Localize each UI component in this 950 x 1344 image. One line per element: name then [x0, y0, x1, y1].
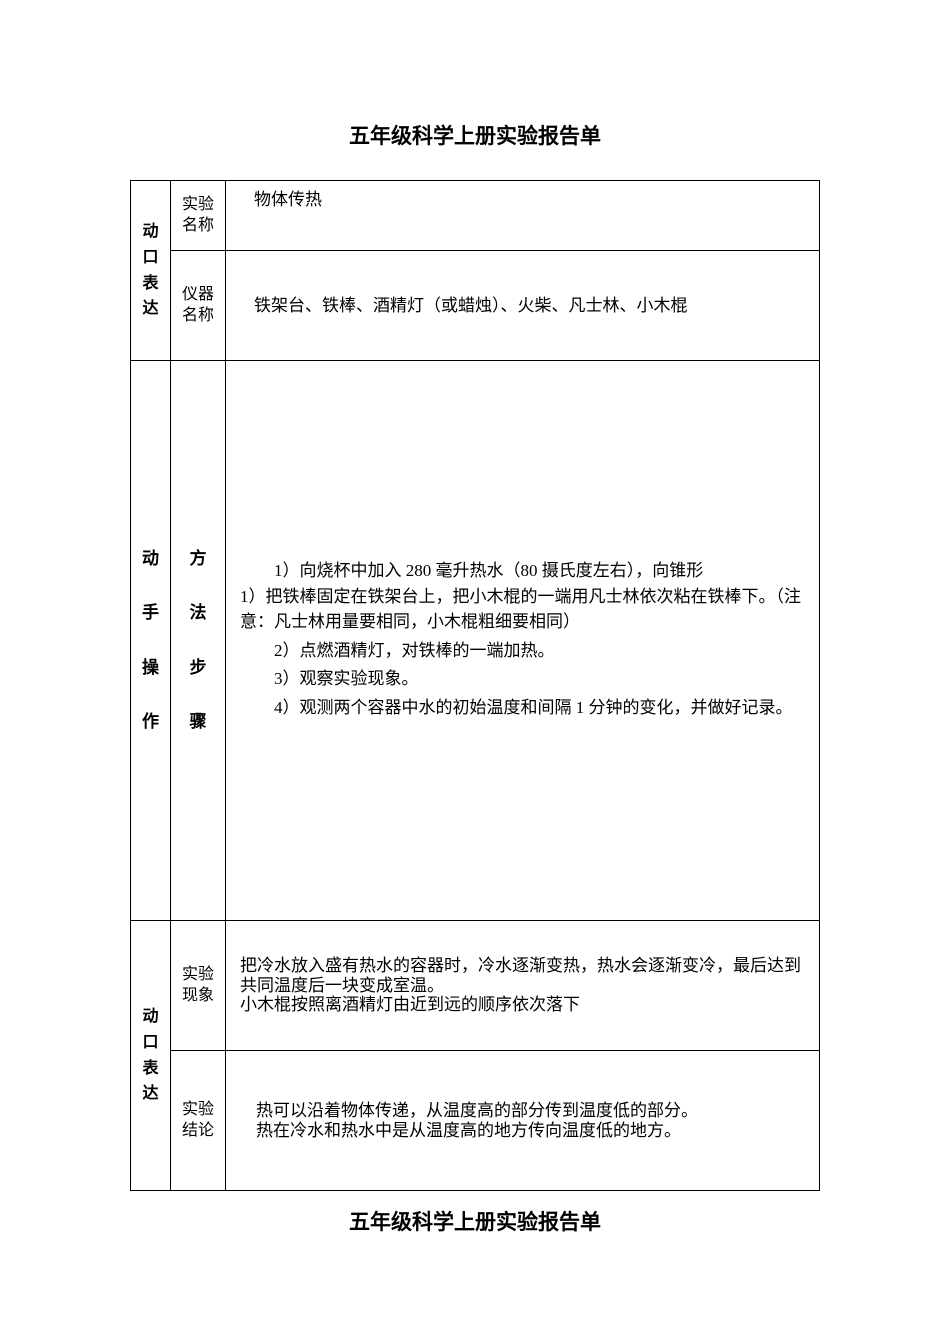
table-row: 实验结论 热可以沿着物体传递，从温度高的部分传到温度低的部分。热在冷水和热水中是…	[131, 1051, 820, 1191]
hands-on-label: 动手操作	[131, 361, 171, 921]
conclusion-value: 热可以沿着物体传递，从温度高的部分传到温度低的部分。热在冷水和热水中是从温度高的…	[226, 1051, 820, 1191]
equipment-label: 仪器名称	[171, 251, 226, 361]
table-row: 动口表达 实验现象 把冷水放入盛有热水的容器时，冷水逐渐变热，热水会逐渐变冷，最…	[131, 921, 820, 1051]
phenomenon-label: 实验现象	[171, 921, 226, 1051]
step-line: 3）观察实验现象。	[240, 666, 809, 692]
table-row: 动手操作 方法步骤 1）向烧杯中加入 280 毫升热水（80 摄氏度左右），向锥…	[131, 361, 820, 921]
exp-name-value: 物体传热	[226, 181, 820, 251]
table-row: 动口表达 实验名称 物体传热	[131, 181, 820, 251]
step-line: 2）点燃酒精灯，对铁棒的一端加热。	[240, 638, 809, 664]
step-line: 4）观测两个容器中水的初始温度和间隔 1 分钟的变化，并做好记录。	[240, 695, 809, 721]
conclusion-label: 实验结论	[171, 1051, 226, 1191]
method-steps-label: 方法步骤	[171, 361, 226, 921]
phenomenon-value: 把冷水放入盛有热水的容器时，冷水逐渐变热，热水会逐渐变冷，最后达到共同温度后一块…	[226, 921, 820, 1051]
exp-name-label: 实验名称	[171, 181, 226, 251]
report-table: 动口表达 实验名称 物体传热 仪器名称 铁架台、铁棒、酒精灯（或蜡烛）、火柴、凡…	[130, 180, 820, 1191]
steps-cell: 1）向烧杯中加入 280 毫升热水（80 摄氏度左右），向锥形 1）把铁棒固定在…	[226, 361, 820, 921]
footer-title: 五年级科学上册实验报告单	[130, 1206, 820, 1236]
group-label-top: 动口表达	[131, 181, 171, 361]
step-line: 1）向烧杯中加入 280 毫升热水（80 摄氏度左右），向锥形	[240, 558, 809, 584]
equipment-value: 铁架台、铁棒、酒精灯（或蜡烛）、火柴、凡士林、小木棍	[226, 251, 820, 361]
page-title: 五年级科学上册实验报告单	[130, 120, 820, 150]
table-row: 仪器名称 铁架台、铁棒、酒精灯（或蜡烛）、火柴、凡士林、小木棍	[131, 251, 820, 361]
group-label-bottom: 动口表达	[131, 921, 171, 1191]
step-line: 1）把铁棒固定在铁架台上，把小木棍的一端用凡士林依次粘在铁棒下。（注意：凡士林用…	[240, 584, 809, 635]
